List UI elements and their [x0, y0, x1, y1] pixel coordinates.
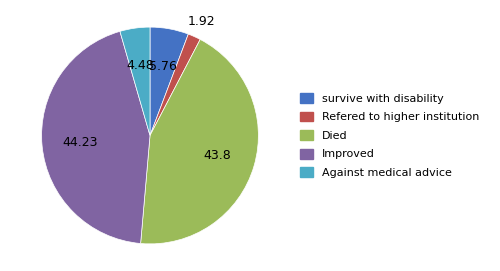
- Text: 1.92: 1.92: [187, 15, 215, 28]
- Legend: survive with disability, Refered to higher institution, Died, Improved, Against : survive with disability, Refered to high…: [296, 89, 484, 182]
- Wedge shape: [140, 40, 258, 244]
- Wedge shape: [42, 31, 150, 243]
- Text: 44.23: 44.23: [62, 136, 98, 149]
- Text: 4.48: 4.48: [126, 59, 154, 72]
- Wedge shape: [150, 34, 200, 136]
- Wedge shape: [120, 27, 150, 136]
- Wedge shape: [150, 27, 188, 136]
- Text: 43.8: 43.8: [204, 149, 232, 162]
- Text: 5.76: 5.76: [148, 60, 176, 73]
